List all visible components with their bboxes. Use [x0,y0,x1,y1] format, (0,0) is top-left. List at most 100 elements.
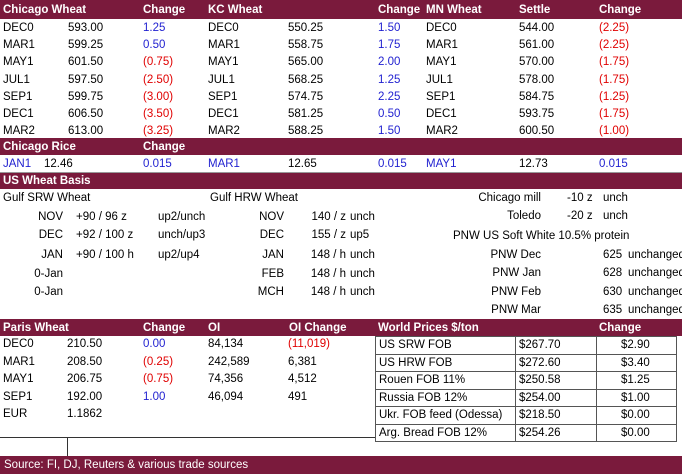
header-text: Paris Wheat [3,322,69,334]
cell-text: (11,019) [288,338,330,350]
cell-text: NOV [259,210,284,223]
cell-text: JAN [41,248,63,261]
cell-text: 148 / h [310,267,346,280]
cell-text: MAR2 [3,125,35,138]
cell-text: FEB [261,267,284,280]
cell-text: unch [603,192,628,204]
cell-text: MAR1 [426,39,458,52]
header-text: Settle [519,4,551,16]
cell-text: Ukr. FOB feed (Odessa) [379,409,503,421]
cell-text: $1.25 [621,374,650,386]
cell-text: 242,589 [208,355,250,368]
cell-text: JAN1 [3,158,32,170]
divider [0,437,375,438]
cell-text: Chicago mill [478,192,541,204]
cell-text: (3.25) [143,125,174,138]
cell-text: 12.65 [288,158,317,170]
cell-text: 1.25 [143,22,166,34]
cell-text: 550.25 [288,22,324,34]
cell-text: DEC1 [208,108,239,120]
cell-text: MCH [257,285,284,298]
cell-text: 570.00 [519,56,555,69]
cell-text: (1.75) [599,56,630,69]
cell-text: 6,381 [288,355,317,368]
header-text: Chicago Wheat [3,4,87,16]
cell-text: PNW Jan [492,267,541,280]
cell-text: (0.75) [143,373,174,385]
cell-text: Gulf SRW Wheat [3,192,91,204]
cell-text: 148 / h [310,248,346,261]
cell-text: MAR2 [426,125,458,138]
header-text: Chicago Rice [3,141,76,153]
cell-text: Rouen FOB 11% [379,374,466,386]
cell-text: 12.73 [519,158,548,170]
cell-text: PNW Mar [491,304,541,317]
cell-text: MAY1 [3,56,34,69]
cell-text: 1.75 [378,39,401,52]
cell-text: 1.1862 [67,408,103,420]
cell-text: 155 / z [311,228,346,241]
footer-bar [0,456,682,474]
cell-text: JUL1 [208,73,235,86]
cell-text: 606.50 [68,108,104,120]
cell-text: $1.00 [621,391,650,404]
divider [67,437,68,456]
cell-text: (2.25) [599,22,630,34]
rice-header-bar [0,138,682,155]
cell-text: JUL1 [3,73,30,86]
header-text: KC Wheat [208,4,263,16]
cell-text: 0.50 [143,39,166,52]
header-text: OI [208,322,221,334]
cell-text: 192.00 [67,390,103,403]
cell-text: 1.50 [378,22,401,34]
cell-text: +92 / 100 z [76,228,134,241]
cell-text: MAR1 [208,39,240,52]
cell-text: SEP1 [208,90,238,103]
grid-line [375,388,677,390]
cell-text: unch [350,210,375,223]
grid-line [375,406,677,407]
cell-text: MAY1 [426,158,457,170]
cell-text: $2.90 [621,339,650,351]
cell-text: 1.25 [378,73,401,86]
header-text: World Prices $/ton [378,322,479,334]
cell-text: 148 / h [310,285,346,298]
cell-text: 208.50 [67,355,103,368]
header-text: Change [599,322,642,334]
cell-text: DEC [38,228,63,241]
cell-text: 0.00 [143,338,166,350]
cell-text: 2.25 [378,90,401,103]
grid-line [375,423,677,425]
cell-text: DEC1 [426,108,457,120]
cell-text: unchanged [628,267,682,280]
cell-text: MAR2 [208,125,240,138]
cell-text: DEC0 [3,22,34,34]
cell-text: 561.00 [519,39,555,52]
cell-text: unch [350,248,375,261]
cell-text: $267.70 [519,339,561,351]
cell-text: (1.75) [599,73,630,86]
cell-text: 84,134 [208,338,244,350]
cell-text: up2/unch [158,210,206,223]
cell-text: unch [350,267,375,280]
cell-text: MAR1 [3,355,35,368]
cell-text: MAR1 [208,158,240,170]
cell-text: (3.50) [143,108,174,120]
futures-header-bar [0,0,682,19]
cell-text: $254.00 [519,391,561,404]
cell-text: -10 z [567,192,593,204]
cell-text: unchanged [628,285,682,298]
cell-text: 0.015 [599,158,628,170]
cell-text: (1.75) [599,108,630,120]
cell-text: DEC1 [3,108,34,120]
cell-text: US HRW FOB [379,356,453,369]
cell-text: 210.50 [67,338,103,350]
divider [0,172,682,173]
cell-text: 593.75 [519,108,555,120]
cell-text: MAR1 [3,39,35,52]
cell-text: 12.46 [44,158,73,170]
cell-text: $0.00 [621,409,650,421]
grid-line [515,336,516,441]
cell-text: Russia FOB 12% [379,391,468,404]
